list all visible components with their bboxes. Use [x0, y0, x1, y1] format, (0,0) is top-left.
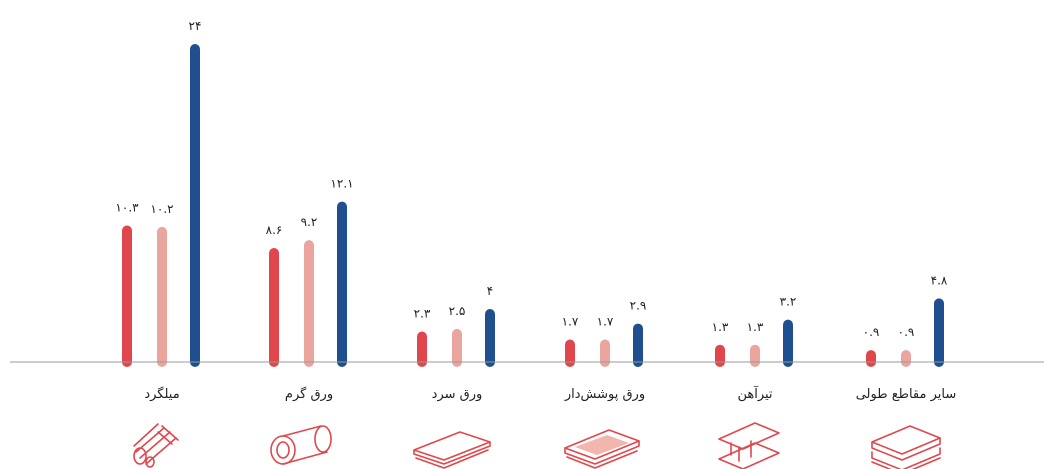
value-label-5-series-0: ۰.۹ — [863, 325, 880, 339]
value-label-0-series-1: ۱۰.۲ — [150, 202, 173, 216]
bar-4-series-0 — [715, 344, 725, 367]
value-label-1-series-2: ۱۲.۱ — [330, 177, 353, 191]
value-label-3-series-1: ۱.۷ — [597, 314, 614, 328]
bar-5-series-0 — [866, 350, 876, 367]
value-label-4-series-2: ۳.۲ — [780, 295, 797, 309]
sheet-stack-icon — [413, 431, 491, 469]
bar-2-series-2 — [485, 309, 495, 367]
bar-0-series-1 — [157, 226, 167, 367]
value-label-2-series-0: ۲.۳ — [414, 307, 431, 321]
category-label-1: ورق گرم — [285, 386, 333, 402]
value-label-3-series-0: ۱.۷ — [562, 314, 579, 328]
bar-4-series-2 — [783, 319, 793, 367]
coated-sheet-icon — [564, 429, 640, 469]
value-label-4-series-0: ۱.۳ — [712, 320, 729, 334]
bar-3-series-2 — [633, 323, 643, 367]
bar-2-series-0 — [417, 331, 427, 367]
bar-0-series-2 — [190, 44, 200, 367]
category-label-5: سایر مقاطع طولی — [856, 387, 957, 402]
value-labels-layer: ۱۰.۳ ۱۰.۲ ۲۴ ۸.۶ ۹.۲ ۱۲.۱ ۲.۳ ۲.۵ ۴ ۱.۷ ۱.۷ ۲.۹ ۱.۳ ۱… — [115, 19, 947, 339]
value-label-0-series-2: ۲۴ — [189, 19, 202, 33]
value-label-2-series-1: ۲.۵ — [449, 304, 466, 318]
value-label-3-series-2: ۲.۹ — [630, 299, 647, 313]
pipe-roll-icon — [270, 425, 332, 465]
category-label-4: تیرآهن — [737, 385, 772, 402]
value-label-1-series-0: ۸.۶ — [266, 223, 283, 237]
bar-5-series-2 — [934, 298, 944, 367]
category-label-0: میلگرد — [144, 386, 179, 402]
bar-2-series-1 — [452, 328, 462, 367]
bar-1-series-0 — [269, 248, 279, 367]
category-label-3: ورق پوشش‌دار — [564, 387, 645, 402]
bar-4-series-1 — [750, 344, 760, 367]
value-label-4-series-1: ۱.۳ — [747, 320, 764, 334]
value-label-2-series-2: ۴ — [487, 284, 493, 298]
value-label-1-series-1: ۹.۲ — [301, 215, 318, 229]
category-labels-layer: میلگرد ورق گرم ورق سرد ورق پوشش‌دار تیرآهن سا… — [144, 385, 956, 402]
bar-5-series-1 — [901, 350, 911, 367]
category-label-2: ورق سرد — [432, 387, 483, 402]
profile-stack-icon — [871, 425, 941, 469]
bars-layer — [122, 44, 944, 367]
value-label-0-series-0: ۱۰.۳ — [115, 201, 139, 215]
bar-3-series-1 — [600, 339, 610, 367]
rebar-bundle-icon — [133, 423, 179, 468]
value-label-5-series-2: ۴.۸ — [931, 273, 948, 287]
value-label-5-series-1: ۰.۹ — [898, 325, 915, 339]
bar-1-series-2 — [337, 201, 347, 367]
bar-0-series-0 — [122, 225, 132, 367]
i-beam-icon — [718, 422, 780, 469]
bar-3-series-0 — [565, 339, 575, 367]
bar-1-series-1 — [304, 240, 314, 367]
